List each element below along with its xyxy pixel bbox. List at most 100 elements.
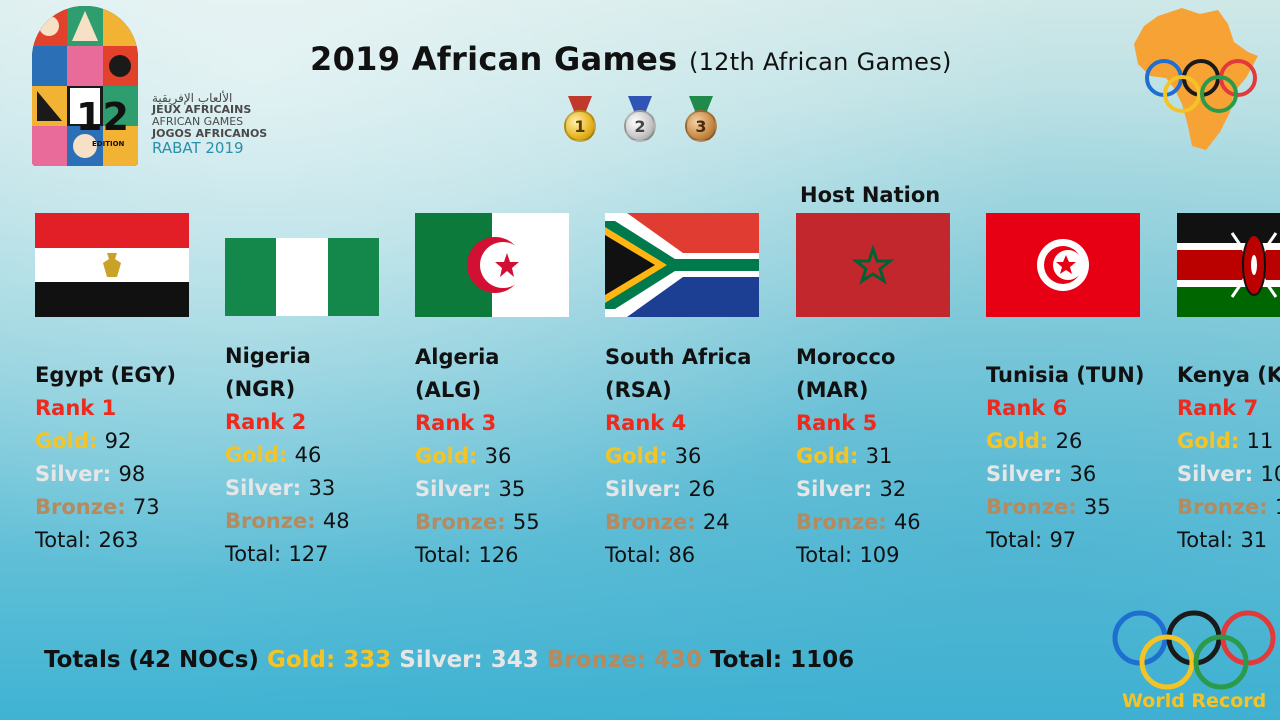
country-rank: Rank 4 [605,411,687,435]
silver-medal-icon: 2 [622,96,658,146]
medal-ribbon [568,96,592,114]
medal-ribbon [628,96,652,114]
bronze-label: Bronze: [415,510,506,534]
bronze-value: 55 [512,510,540,534]
silver-label: Silver: [225,476,302,500]
bronze-value: 24 [702,510,730,534]
gold-medal-icon: 1 [562,96,598,146]
bronze-value: 46 [893,510,921,534]
bronze-label: Bronze: [1177,495,1268,519]
country-name-line1: South Africa [605,345,752,369]
country-name-line2: (NGR) [225,377,296,401]
silver-value: 98 [118,462,146,486]
gold-value: 46 [294,443,322,467]
silver-label: Silver: [605,477,682,501]
total-value: 109 [859,543,900,567]
totals-label: Totals (42 NOCs) [44,647,259,673]
logo-number: 12 [76,95,129,139]
country-name-line2: (ALG) [415,378,482,402]
host-nation-label: Host Nation [800,183,941,207]
title-main: 2019 African Games [310,40,678,78]
africa-map-icon [1134,8,1258,150]
egypt-flag [35,213,189,317]
country-name-line1: Morocco [796,345,896,369]
country-info: South Africa (RSA) Rank 4 Gold: 36 Silve… [605,341,785,572]
silver-label: Silver: [415,477,492,501]
silver-value: 36 [1069,462,1097,486]
bronze-label: Bronze: [796,510,887,534]
bronze-value: 35 [1083,495,1111,519]
silver-label: Silver: [796,477,873,501]
total-label: Total: [35,528,92,552]
total-label: Total: [796,543,853,567]
morocco-flag [796,213,950,317]
bronze-medal-icon: 3 [683,96,719,146]
silver-label: Silver: [35,462,112,486]
world-record-watermark: World Record [1108,608,1280,720]
total-label: Total: [225,542,282,566]
watermark-text: World Record [1122,690,1267,712]
silver-value: 35 [498,477,526,501]
gold-label: Gold: [796,444,859,468]
totals-total-label: Total: [710,647,783,673]
country-name-line2: (MAR) [796,378,869,402]
country-info: Nigeria (NGR) Rank 2 Gold: 46 Silver: 33… [225,340,405,571]
country-rank: Rank 6 [986,396,1068,420]
country-card-kenya: Kenya (KEN) Rank 7 Gold: 11 Silver: 10 B… [1177,213,1280,573]
country-card-morocco: Morocco (MAR) Rank 5 Gold: 31 Silver: 32… [796,213,976,572]
total-value: 97 [1049,528,1077,552]
gold-value: 31 [865,444,893,468]
kenya-flag [1177,213,1280,317]
nigeria-flag [225,238,379,316]
logo-graphic: 12 EDITION [32,6,138,166]
gold-label: Gold: [1177,429,1240,453]
logo-line-en: AFRICAN GAMES [152,115,244,128]
gold-label: Gold: [35,429,98,453]
medal-disc: 3 [685,110,717,142]
totals-bronze-label: Bronze: [546,647,646,673]
total-value: 126 [478,543,519,567]
total-label: Total: [986,528,1043,552]
medal-disc: 2 [624,110,656,142]
country-info: Egypt (EGY) Rank 1 Gold: 92 Silver: 98 B… [35,359,215,557]
medal-ribbon [689,96,713,114]
bronze-label: Bronze: [605,510,696,534]
gold-label: Gold: [986,429,1049,453]
totals-silver-label: Silver: [399,647,483,673]
logo-line-city: RABAT 2019 [152,139,244,157]
silver-label: Silver: [1177,462,1254,486]
totals-gold-label: Gold: [266,647,336,673]
silver-value: 26 [688,477,716,501]
country-card-algeria: Algeria (ALG) Rank 3 Gold: 36 Silver: 35… [415,213,595,572]
totals-gold-value: 333 [343,647,392,673]
country-name: Kenya (KEN) [1177,363,1280,387]
country-info: Morocco (MAR) Rank 5 Gold: 31 Silver: 32… [796,341,976,572]
country-name-line1: Nigeria [225,344,311,368]
logo-line-pt: JOGOS AFRICANOS [152,127,268,140]
gold-label: Gold: [415,444,478,468]
total-value: 127 [288,542,329,566]
country-info: Algeria (ALG) Rank 3 Gold: 36 Silver: 35… [415,341,595,572]
country-info: Kenya (KEN) Rank 7 Gold: 11 Silver: 10 B… [1177,359,1280,557]
country-info: Tunisia (TUN) Rank 6 Gold: 26 Silver: 36… [986,359,1166,557]
rabat-2019-logo: 12 EDITION الألعاب الإفريقية JEUX AFRICA… [32,6,272,168]
algeria-flag [415,213,569,317]
silver-label: Silver: [986,462,1063,486]
country-name-line2: (RSA) [605,378,672,402]
country-rank: Rank 5 [796,411,878,435]
country-card-egypt: Egypt (EGY) Rank 1 Gold: 92 Silver: 98 B… [35,213,215,557]
silver-value: 32 [879,477,907,501]
country-rank: Rank 2 [225,410,307,434]
country-name-line1: Algeria [415,345,500,369]
total-value: 31 [1240,528,1268,552]
totals-total-value: 1106 [790,647,855,673]
country-rank: Rank 7 [1177,396,1259,420]
title-subtitle: (12th African Games) [688,48,952,76]
bronze-label: Bronze: [225,509,316,533]
bronze-value: 73 [132,495,160,519]
totals-line: Totals (42 NOCs) Gold: 333 Silver: 343 B… [44,647,854,673]
bronze-label: Bronze: [986,495,1077,519]
country-card-nigeria: Nigeria (NGR) Rank 2 Gold: 46 Silver: 33… [225,238,405,571]
gold-value: 11 [1246,429,1274,453]
gold-label: Gold: [605,444,668,468]
